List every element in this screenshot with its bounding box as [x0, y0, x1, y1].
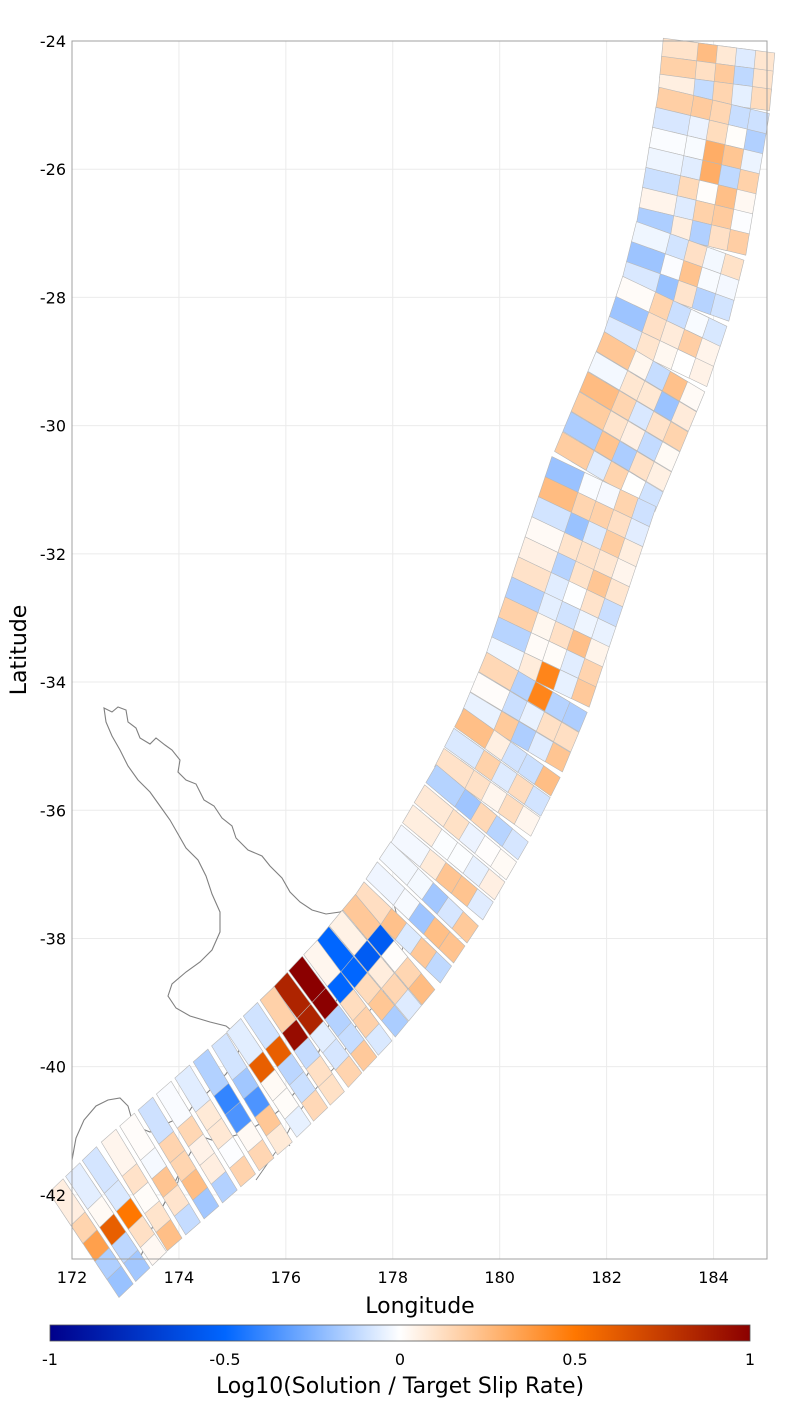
- fault-patch: [156, 1080, 193, 1129]
- x-axis-title: Longitude: [365, 1294, 474, 1319]
- y-tick-label: -34: [40, 673, 66, 692]
- y-tick-label: -28: [40, 288, 66, 307]
- x-tick-label: 172: [57, 1268, 88, 1287]
- fault-patch: [100, 1128, 138, 1177]
- colorbar-tick-label: -1: [42, 1350, 58, 1369]
- fault-patch: [444, 727, 485, 770]
- x-tick-label: 176: [271, 1268, 302, 1287]
- y-tick-label: -26: [40, 160, 66, 179]
- x-tick-label: 174: [164, 1268, 195, 1287]
- fault-patch: [434, 747, 475, 790]
- fault-patch: [570, 391, 612, 431]
- fault-patch: [303, 939, 342, 987]
- x-tick-label: 182: [591, 1268, 622, 1287]
- fault-patch: [242, 1002, 280, 1050]
- fault-patch: [478, 651, 519, 692]
- fault-patch: [226, 1018, 264, 1066]
- plot-frame: [71, 40, 768, 1260]
- y-tick-label: -42: [40, 1186, 66, 1205]
- y-tick-label: -40: [40, 1058, 66, 1077]
- fault-patch: [365, 861, 406, 906]
- fault-patch: [192, 1048, 229, 1097]
- fault-patch: [288, 955, 327, 1003]
- colorbar: [49, 1324, 751, 1342]
- fault-patches: [48, 37, 776, 1298]
- fault-patch: [174, 1064, 211, 1113]
- fault-patch: [211, 1032, 248, 1081]
- y-axis-title: Latitude: [7, 605, 32, 696]
- colorbar-title: Log10(Solution / Target Slip Rate): [216, 1374, 584, 1399]
- y-tick-label: -38: [40, 929, 66, 948]
- fault-patch: [378, 841, 419, 886]
- fault-patch: [425, 764, 466, 808]
- fault-patch: [454, 707, 495, 750]
- colorbar-tick-label: 0: [395, 1350, 405, 1369]
- fault-patch: [342, 893, 381, 941]
- y-tick-label: -30: [40, 417, 66, 436]
- fault-patch: [579, 371, 620, 411]
- x-tick-label: 180: [484, 1268, 515, 1287]
- fault-patch: [81, 1146, 119, 1194]
- colorbar-tick-label: -0.5: [209, 1350, 240, 1369]
- x-tick-label: 184: [698, 1268, 729, 1287]
- colorbar-tick-labels: -1 -0.5 0 0.5 1: [42, 1350, 755, 1369]
- fault-patch: [587, 351, 628, 391]
- fault-patch: [137, 1096, 174, 1145]
- fault-patch: [119, 1112, 156, 1161]
- x-tick-label: 178: [377, 1268, 408, 1287]
- fault-patch: [259, 986, 297, 1034]
- y-tick-label: -24: [40, 32, 66, 51]
- colorbar-tick-label: 1: [745, 1350, 755, 1369]
- fault-patch: [65, 1162, 103, 1210]
- y-tick-label: -32: [40, 545, 66, 564]
- colorbar-tick-label: 0.5: [562, 1350, 587, 1369]
- y-tick-label: -36: [40, 801, 66, 820]
- fault-patch: [554, 431, 595, 471]
- fault-patch: [328, 909, 368, 957]
- fault-patch: [469, 671, 511, 712]
- y-tick-labels: -24 -26 -28 -30 -32 -34 -36 -38 -40 -42: [40, 32, 66, 1205]
- fault-patch: [562, 411, 603, 451]
- fault-patch: [48, 1178, 86, 1226]
- fault-patch: [402, 804, 443, 848]
- fault-patch: [595, 331, 637, 371]
- x-tick-labels: 172 174 176 178 180 182 184: [57, 1268, 729, 1287]
- fault-patch: [413, 784, 454, 828]
